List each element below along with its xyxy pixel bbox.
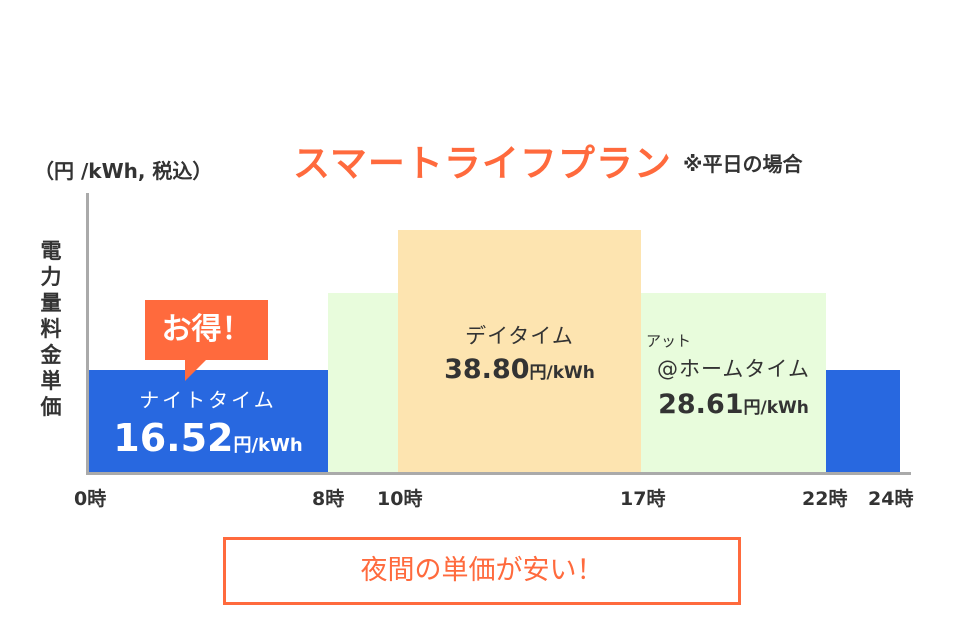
x-tick-0: 0時 [74, 488, 107, 510]
x-tick-17: 17時 [620, 488, 666, 510]
y-axis-line [86, 193, 89, 475]
bar-label-day: デイタイム [465, 324, 574, 348]
x-tick-8: 8時 [312, 488, 345, 510]
bar-label-night: ナイトタイム [139, 388, 277, 412]
bar-label-home: @ホームタイム [657, 357, 810, 381]
y-axis-label: 電力量料金単価 [40, 239, 62, 419]
weekday-note: ※平日の場合 [683, 152, 803, 176]
price-value: 38.80 [444, 354, 530, 385]
price-unit: 円/kWh [743, 398, 809, 418]
bar-night-early: ナイトタイム 16.52円/kWh [88, 370, 328, 473]
night-cheaper-banner: 夜間の単価が安い！ [223, 537, 741, 605]
chart-title: スマートライフプラン [293, 142, 672, 185]
x-tick-24: 24時 [868, 488, 914, 510]
bar-price-night: 16.52円/kWh [88, 416, 328, 460]
x-axis-line [86, 472, 911, 475]
bar-night-late [826, 370, 900, 473]
deal-callout: お得！ [145, 300, 268, 360]
bar-ruby-home: アット [646, 332, 692, 350]
bar-price-home: 28.61円/kWh [641, 389, 826, 420]
bar-price-day: 38.80円/kWh [398, 354, 641, 385]
price-unit: 円/kWh [529, 363, 595, 383]
bar-day: デイタイム 38.80円/kWh [398, 230, 641, 473]
callout-tail-icon [185, 359, 207, 381]
x-tick-22: 22時 [802, 488, 848, 510]
bar-home-morning [328, 293, 398, 473]
bar-home-evening: アット @ホームタイム 28.61円/kWh [641, 293, 826, 473]
x-tick-10: 10時 [377, 488, 423, 510]
price-value: 28.61 [658, 389, 744, 420]
price-value: 16.52 [113, 416, 234, 460]
y-axis-unit: （円 /kWh, 税込） [34, 159, 213, 183]
price-unit: 円/kWh [233, 435, 303, 456]
